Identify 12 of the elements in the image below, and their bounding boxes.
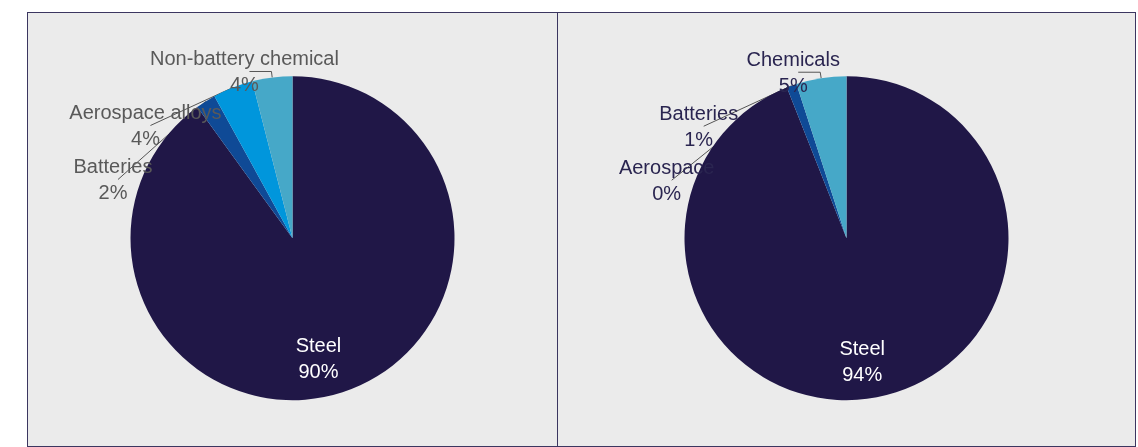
data-label: 1% (684, 128, 714, 151)
data-label: 2% (98, 181, 128, 204)
slice-label: Aerospace alloys (69, 101, 222, 124)
data-label: 90% (298, 360, 339, 383)
slice-label: Chemicals (746, 48, 840, 71)
data-label: 4% (131, 127, 161, 150)
data-label: 5% (778, 74, 808, 97)
slice-label: Steel (295, 334, 342, 357)
slice-label: Steel (839, 336, 886, 359)
data-label: 94% (842, 362, 883, 385)
text: 0% (652, 182, 682, 205)
slice-label: Non-battery chemical (149, 47, 339, 70)
